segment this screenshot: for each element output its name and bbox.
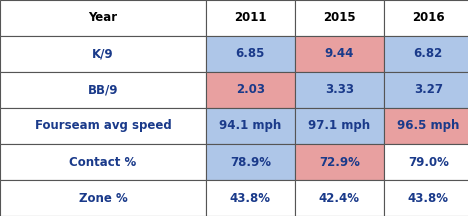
Text: 2011: 2011	[234, 11, 267, 24]
Text: Contact %: Contact %	[69, 156, 137, 168]
Text: 2.03: 2.03	[236, 84, 265, 97]
Text: 72.9%: 72.9%	[319, 156, 360, 168]
Bar	[384, 0, 468, 36]
Text: 6.85: 6.85	[236, 48, 265, 60]
Bar	[206, 72, 295, 108]
Bar	[384, 72, 468, 108]
Bar	[295, 180, 384, 216]
Bar	[295, 0, 384, 36]
Bar	[295, 72, 384, 108]
Text: 43.8%: 43.8%	[230, 192, 271, 205]
Bar	[295, 36, 384, 72]
Text: 3.33: 3.33	[325, 84, 354, 97]
Text: K/9: K/9	[92, 48, 114, 60]
Bar	[384, 36, 468, 72]
Text: 97.1 mph: 97.1 mph	[308, 119, 370, 132]
Bar	[0, 180, 206, 216]
Bar	[0, 0, 206, 36]
Bar	[384, 180, 468, 216]
Text: 78.9%: 78.9%	[230, 156, 271, 168]
Text: 3.27: 3.27	[414, 84, 443, 97]
Text: 94.1 mph: 94.1 mph	[219, 119, 282, 132]
Bar	[206, 108, 295, 144]
Text: Zone %: Zone %	[79, 192, 127, 205]
Text: 9.44: 9.44	[325, 48, 354, 60]
Bar	[206, 0, 295, 36]
Bar	[295, 108, 384, 144]
Bar	[295, 144, 384, 180]
Bar	[206, 144, 295, 180]
Text: 2016: 2016	[412, 11, 445, 24]
Bar	[0, 72, 206, 108]
Bar	[0, 144, 206, 180]
Text: 2015: 2015	[323, 11, 356, 24]
Text: 96.5 mph: 96.5 mph	[397, 119, 460, 132]
Text: BB/9: BB/9	[88, 84, 118, 97]
Bar	[0, 108, 206, 144]
Bar	[384, 144, 468, 180]
Text: Year: Year	[88, 11, 117, 24]
Text: Fourseam avg speed: Fourseam avg speed	[35, 119, 171, 132]
Bar	[0, 36, 206, 72]
Text: 79.0%: 79.0%	[408, 156, 449, 168]
Text: 42.4%: 42.4%	[319, 192, 360, 205]
Text: 43.8%: 43.8%	[408, 192, 449, 205]
Bar	[384, 108, 468, 144]
Bar	[206, 180, 295, 216]
Text: 6.82: 6.82	[414, 48, 443, 60]
Bar	[206, 36, 295, 72]
